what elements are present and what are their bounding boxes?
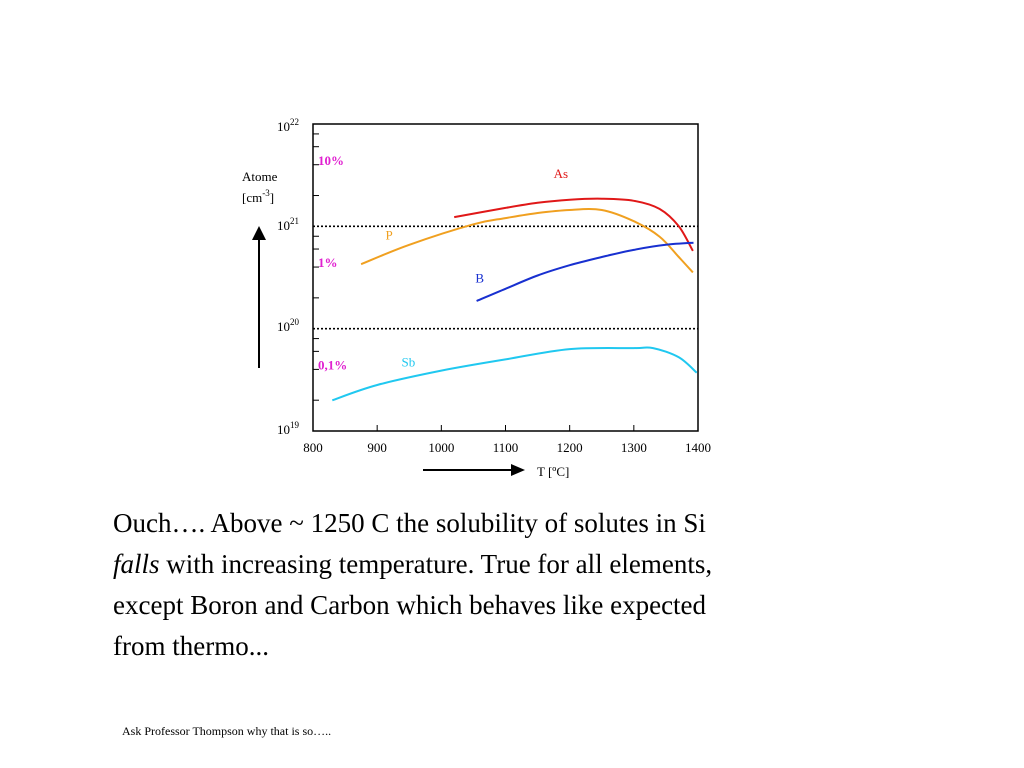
series-label-sb: Sb [402,355,416,370]
text-line-2: falls with increasing temperature. True … [113,544,893,585]
x-tick-label: 1300 [621,440,647,455]
explanation-text: Ouch…. Above ~ 1250 C the solubility of … [113,503,893,667]
y-tick-label: 1020 [277,317,300,334]
axis-ticks: 800 900 1000 1100 1200 1300 1400 [303,133,711,455]
x-axis-arrowhead [511,464,525,476]
percent-label: 10% [318,153,344,168]
series-label-p: P [386,228,393,243]
reference-lines [313,225,698,330]
x-tick-label: 1000 [428,440,454,455]
x-axis-label: T [ºC] [537,464,569,479]
solubility-chart: Atome [cm-3] 1022 1021 1020 1019 800 900 1… [242,117,711,479]
series-lines [331,197,698,402]
y-tick-label: 1021 [277,216,299,233]
emphasis-falls: falls [113,549,160,579]
x-tick-label: 800 [303,440,323,455]
x-tick-label: 900 [367,440,387,455]
y-axis-arrowhead [252,226,266,240]
x-tick-label: 1100 [493,440,519,455]
y-tick-label: 1022 [277,117,299,134]
text-line-1: Ouch…. Above ~ 1250 C the solubility of … [113,508,706,538]
series-label-b: B [475,271,484,286]
percent-label: 0,1% [318,357,347,372]
text-line-3: except Boron and Carbon which behaves li… [113,590,707,620]
y-tick-label: 1019 [277,420,300,437]
x-tick-label: 1200 [557,440,583,455]
series-line-p [360,208,694,274]
chart-labels: 10% 1% 0,1% As P B Sb [318,153,568,373]
y-axis-label-line1: Atome [242,169,278,184]
text-line-4: from thermo... [113,631,269,661]
series-label-as: As [554,166,568,181]
series-line-b [476,241,694,302]
plot-frame [312,123,699,432]
x-tick-label: 1400 [685,440,711,455]
percent-label: 1% [318,255,338,270]
series-line-sb [331,346,698,402]
series-line-as [454,197,694,252]
text-line-2-rest: with increasing temperature. True for al… [159,549,713,579]
y-axis-label-line2: [cm-3] [242,188,274,205]
footnote: Ask Professor Thompson why that is so….. [122,724,332,738]
